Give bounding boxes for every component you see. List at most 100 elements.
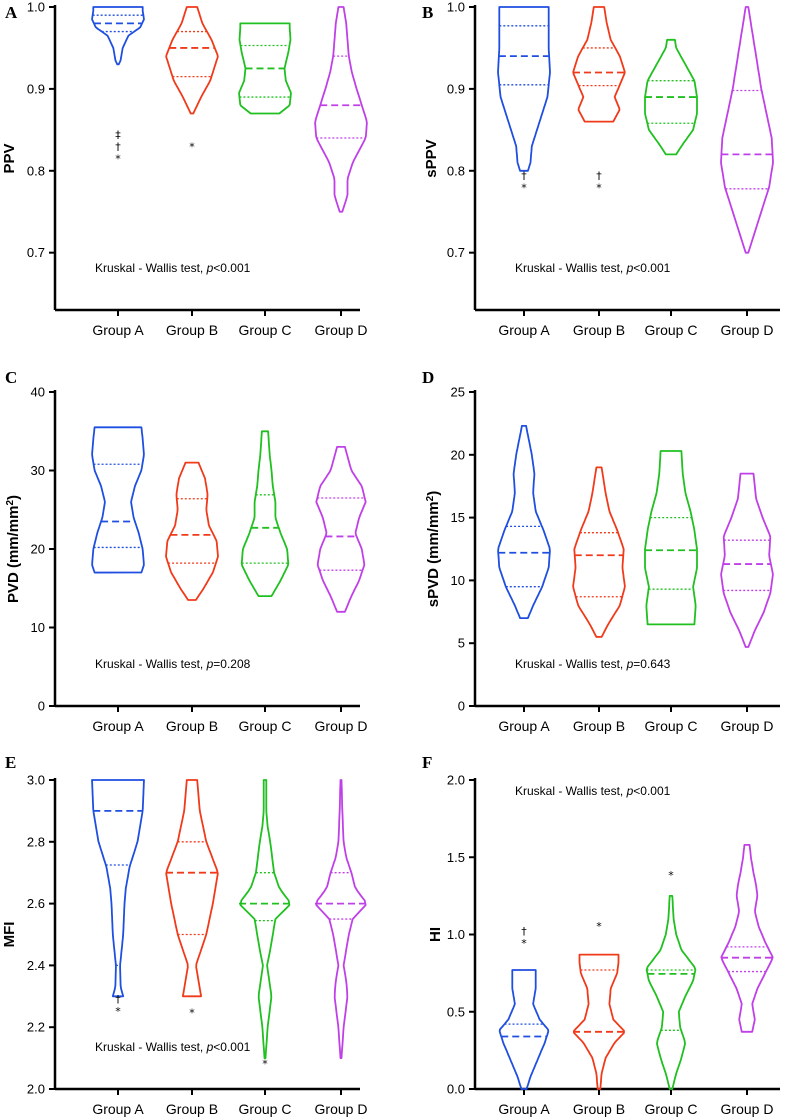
y-tick-label: 10 [451, 573, 465, 588]
significance-marker: † [596, 169, 602, 182]
x-tick-label: Group A [498, 322, 550, 338]
significance-marker: * [521, 181, 527, 194]
violin-group-a: Group A [91, 426, 145, 734]
violin-group-d: Group D [315, 779, 368, 1117]
x-tick-label: Group A [92, 322, 144, 338]
significance-marker: † [521, 169, 527, 182]
violin-group-b: Group B * [165, 779, 219, 1117]
violin-outline [314, 6, 368, 213]
stat-test-annotation: Kruskal - Wallis test, p<0.001 [515, 261, 671, 275]
significance-marker: * [521, 937, 527, 950]
y-axis-label: sPVD (mm/mm2) [425, 491, 443, 607]
violin-outline [91, 779, 145, 998]
x-tick-label: Group B [166, 322, 218, 338]
x-tick-label: Group B [573, 322, 625, 338]
x-tick-label: Group D [721, 718, 774, 734]
violin-group-a: Group A †* [497, 6, 551, 338]
x-tick-label: Group C [239, 718, 292, 734]
violin-outline [720, 6, 774, 254]
violin-group-d: Group D [720, 472, 774, 734]
significance-marker: † [521, 925, 527, 938]
violin-group-d: Group D [315, 446, 367, 734]
violin-outline [498, 969, 550, 1090]
violin-group-c: Group C * [645, 869, 698, 1117]
x-tick-label: Group B [166, 718, 218, 734]
violin-group-d: Group D [720, 844, 774, 1117]
x-tick-label: Group C [645, 1101, 698, 1117]
violin-outline [91, 426, 145, 574]
significance-marker: * [189, 1006, 195, 1019]
panel-letter: A [5, 3, 18, 22]
y-tick-label: 2.8 [27, 834, 45, 849]
y-tick-label: 2.0 [447, 773, 465, 788]
x-tick-label: Group D [721, 1101, 774, 1117]
y-tick-label: 1.5 [447, 850, 465, 865]
x-tick-label: Group C [239, 322, 292, 338]
y-tick-label: 2.0 [27, 1082, 45, 1097]
violin-outline [165, 6, 219, 115]
stat-test-annotation: Kruskal - Wallis test, p<0.001 [95, 261, 251, 275]
y-tick-label: 0.7 [27, 245, 45, 260]
violin-outline [572, 466, 626, 638]
violin-outline [315, 446, 367, 613]
y-tick-label: 10 [31, 620, 45, 635]
y-axis-label: MFI [1, 922, 18, 948]
y-tick-label: 2.2 [27, 1020, 45, 1035]
y-axis-label: HI [427, 927, 444, 942]
violin-group-a: Group A [497, 425, 551, 734]
violin-outline [497, 6, 551, 172]
violin-outline [644, 450, 698, 626]
y-tick-label: 5 [458, 636, 465, 651]
x-tick-label: Group D [315, 1101, 368, 1117]
violin-group-a: Group A ‡†* [91, 6, 145, 338]
violin-outline [573, 953, 625, 1090]
violin-outline [315, 779, 367, 1059]
y-tick-label: 0.8 [447, 163, 465, 178]
x-tick-label: Group B [573, 1101, 625, 1117]
significance-marker: † [115, 141, 121, 154]
violin-group-c: Group C [644, 38, 698, 338]
y-tick-label: 0.5 [447, 1004, 465, 1019]
violin-outline [497, 425, 551, 619]
violin-outline [165, 779, 219, 998]
x-tick-label: Group D [721, 322, 774, 338]
y-tick-label: 30 [31, 463, 45, 478]
y-tick-label: 0 [38, 699, 45, 714]
violin-group-b: Group B [572, 466, 626, 734]
y-tick-label: 3.0 [27, 773, 45, 788]
x-tick-label: Group A [498, 1101, 550, 1117]
y-tick-label: 1.0 [447, 927, 465, 942]
x-tick-label: Group C [645, 718, 698, 734]
violin-group-a: Group A †* [91, 779, 145, 1117]
significance-marker: * [262, 1057, 268, 1070]
violin-group-c: Group C * [239, 779, 291, 1117]
y-tick-label: 1.0 [447, 0, 465, 15]
violin-outline [645, 895, 697, 1090]
significance-marker: * [596, 181, 602, 194]
panel-letter: B [422, 3, 433, 22]
y-tick-label: 2.6 [27, 896, 45, 911]
x-tick-label: Group C [645, 322, 698, 338]
stat-test-annotation: Kruskal - Wallis test, p<0.001 [95, 1040, 251, 1054]
y-axis-label: PPV [1, 143, 18, 173]
stat-test-annotation: Kruskal - Wallis test, p<0.001 [515, 784, 671, 798]
violin-outline [720, 472, 774, 648]
violin-outline [165, 461, 219, 601]
y-tick-label: 2.4 [27, 958, 45, 973]
violin-group-b: Group B †* [572, 6, 626, 338]
violin-outline [240, 430, 290, 597]
y-tick-label: 1.0 [27, 0, 45, 15]
violin-group-d: Group D [314, 6, 368, 338]
significance-marker: * [189, 140, 195, 153]
violin-group-a: Group A †* [498, 925, 550, 1117]
y-tick-label: 0.9 [447, 81, 465, 96]
x-tick-label: Group B [573, 718, 625, 734]
panel-letter: C [5, 368, 17, 387]
panel-letter: D [422, 368, 434, 387]
significance-marker: † [115, 993, 121, 1006]
violin-outline [644, 38, 698, 156]
